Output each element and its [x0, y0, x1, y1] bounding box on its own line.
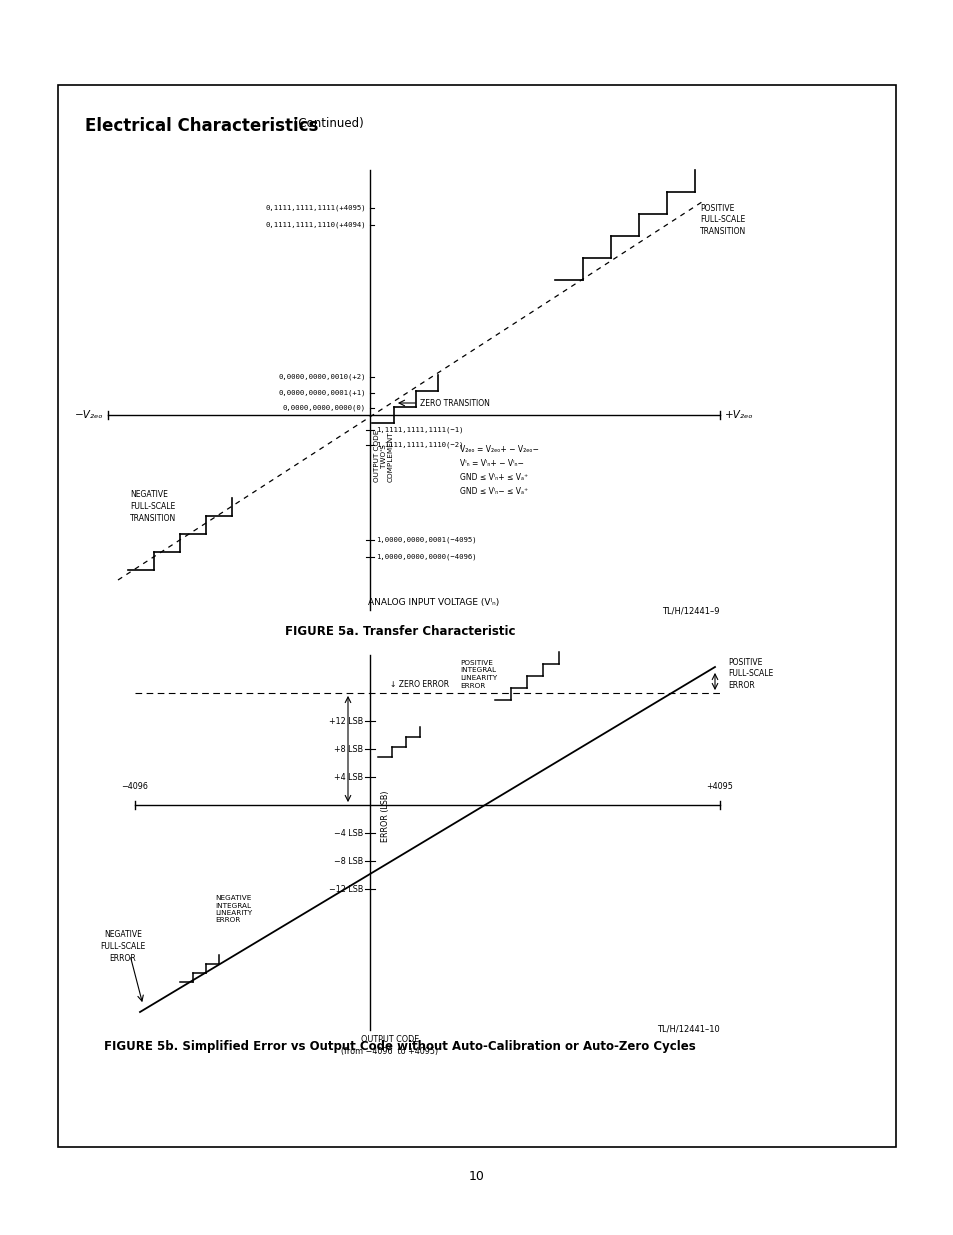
Text: +8 LSB: +8 LSB	[334, 745, 363, 753]
Text: OUTPUT CODE
TWO'S
COMPLEMENT: OUTPUT CODE TWO'S COMPLEMENT	[374, 430, 394, 483]
Text: −4096: −4096	[121, 782, 149, 790]
Text: 0,0000,0000,0001(+1): 0,0000,0000,0001(+1)	[278, 390, 366, 396]
Text: NEGATIVE
FULL-SCALE
TRANSITION: NEGATIVE FULL-SCALE TRANSITION	[130, 490, 176, 522]
Text: NEGATIVE
INTEGRAL
LINEARITY
ERROR: NEGATIVE INTEGRAL LINEARITY ERROR	[214, 895, 252, 924]
Text: FIGURE 5a. Transfer Characteristic: FIGURE 5a. Transfer Characteristic	[284, 625, 515, 638]
Text: +4095: +4095	[706, 782, 733, 790]
Text: −12 LSB: −12 LSB	[328, 884, 363, 893]
Text: 0,1111,1111,1110(+4094): 0,1111,1111,1110(+4094)	[265, 222, 366, 228]
Text: 0,0000,0000,0000(0): 0,0000,0000,0000(0)	[283, 405, 366, 411]
Text: FIGURE 5b. Simplified Error vs Output Code without Auto-Calibration or Auto-Zero: FIGURE 5b. Simplified Error vs Output Co…	[104, 1040, 695, 1053]
Text: −V₂ₑₒ: −V₂ₑₒ	[75, 410, 104, 420]
Text: ↓ ZERO ERROR: ↓ ZERO ERROR	[390, 680, 449, 689]
Text: 0,0000,0000,0010(+2): 0,0000,0000,0010(+2)	[278, 374, 366, 380]
Text: +12 LSB: +12 LSB	[329, 716, 363, 725]
Text: 1,1111,1111,1110(−2): 1,1111,1111,1110(−2)	[375, 442, 463, 448]
Text: Electrical Characteristics: Electrical Characteristics	[85, 117, 318, 135]
Text: NEGATIVE
FULL-SCALE
ERROR: NEGATIVE FULL-SCALE ERROR	[100, 930, 146, 962]
Text: 10: 10	[469, 1171, 484, 1183]
Text: −8 LSB: −8 LSB	[334, 857, 363, 866]
Text: +V₂ₑₒ: +V₂ₑₒ	[724, 410, 753, 420]
Text: TL/H/12441–10: TL/H/12441–10	[657, 1025, 720, 1034]
Text: V₂ₑₒ = V₂ₑₒ+ − V₂ₑₒ−
Vᴵₙ = Vᴵₙ+ − Vᴵₙ−
GND ≤ Vᴵₙ+ ≤ Vₐ⁺
GND ≤ Vᴵₙ− ≤ Vₐ⁺: V₂ₑₒ = V₂ₑₒ+ − V₂ₑₒ− Vᴵₙ = Vᴵₙ+ − Vᴵₙ− G…	[459, 445, 538, 495]
Text: +4 LSB: +4 LSB	[334, 773, 363, 782]
Text: (Continued): (Continued)	[290, 117, 363, 130]
Text: TL/H/12441–9: TL/H/12441–9	[661, 606, 720, 616]
Text: POSITIVE
FULL-SCALE
ERROR: POSITIVE FULL-SCALE ERROR	[727, 658, 773, 690]
Text: 1,0000,0000,0001(−4095): 1,0000,0000,0001(−4095)	[375, 537, 476, 543]
Text: OUTPUT CODE
(from −4096  to +4095): OUTPUT CODE (from −4096 to +4095)	[341, 1035, 438, 1056]
Text: ANALOG INPUT VOLTAGE (Vᴵₙ): ANALOG INPUT VOLTAGE (Vᴵₙ)	[368, 598, 499, 606]
Text: POSITIVE
INTEGRAL
LINEARITY
ERROR: POSITIVE INTEGRAL LINEARITY ERROR	[459, 659, 497, 688]
Text: 1,1111,1111,1111(−1): 1,1111,1111,1111(−1)	[375, 427, 463, 433]
Text: POSITIVE
FULL-SCALE
TRANSITION: POSITIVE FULL-SCALE TRANSITION	[700, 204, 745, 236]
Text: 1,0000,0000,0000(−4096): 1,0000,0000,0000(−4096)	[375, 553, 476, 561]
Bar	[58, 85, 895, 1147]
Text: ZERO TRANSITION: ZERO TRANSITION	[419, 399, 489, 408]
Text: 0,1111,1111,1111(+4095): 0,1111,1111,1111(+4095)	[265, 205, 366, 211]
Text: −4 LSB: −4 LSB	[334, 829, 363, 837]
Text: ERROR (LSB): ERROR (LSB)	[381, 790, 390, 842]
